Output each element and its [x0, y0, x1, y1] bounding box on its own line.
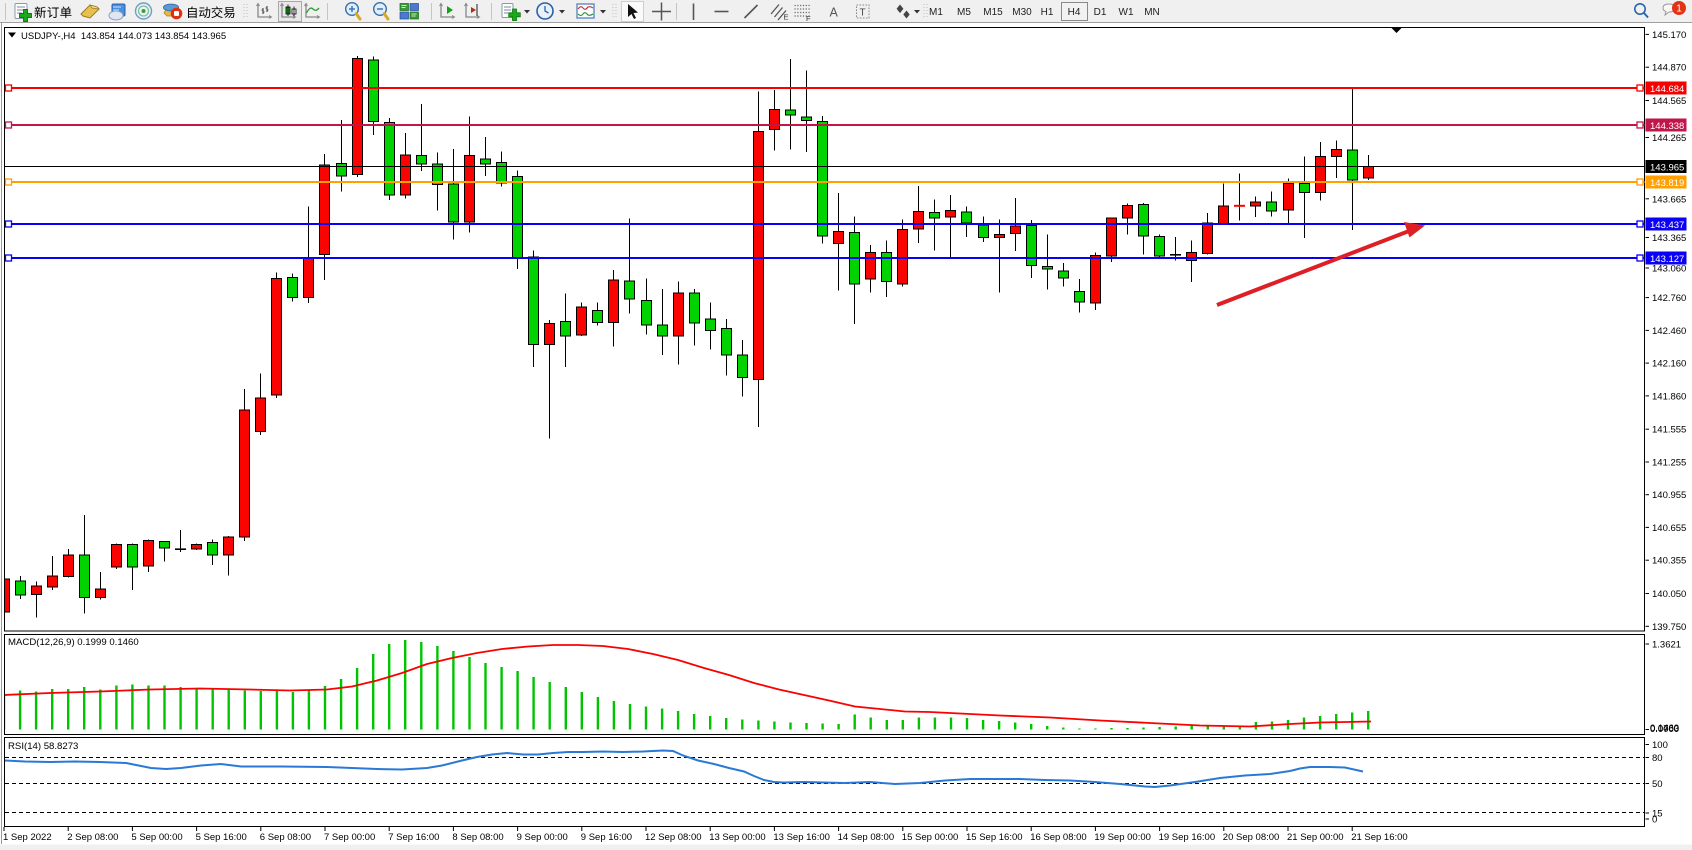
svg-text:140.355: 140.355: [1652, 556, 1686, 567]
svg-text:T: T: [860, 8, 866, 19]
svg-text:13 Sep 16:00: 13 Sep 16:00: [773, 832, 830, 843]
svg-text:141.255: 141.255: [1652, 458, 1686, 469]
svg-text:1 Sep 2022: 1 Sep 2022: [3, 832, 52, 843]
svg-text:21 Sep 00:00: 21 Sep 00:00: [1287, 832, 1344, 843]
svg-text:145.170: 145.170: [1652, 30, 1686, 41]
svg-text:15 Sep 00:00: 15 Sep 00:00: [902, 832, 959, 843]
svg-text:H4: H4: [1068, 7, 1081, 18]
svg-text:0.0763: 0.0763: [1650, 724, 1679, 735]
svg-text:140.050: 140.050: [1652, 589, 1686, 600]
svg-text:7 Sep 00:00: 7 Sep 00:00: [324, 832, 375, 843]
svg-text:140.955: 140.955: [1652, 490, 1686, 501]
svg-text:141.860: 141.860: [1652, 391, 1686, 402]
svg-text:143.665: 143.665: [1652, 194, 1686, 205]
svg-text:M5: M5: [957, 7, 971, 18]
svg-text:142.160: 142.160: [1652, 359, 1686, 370]
svg-text:144.684: 144.684: [1650, 84, 1684, 95]
svg-text:19 Sep 00:00: 19 Sep 00:00: [1094, 832, 1151, 843]
svg-text:139.750: 139.750: [1652, 622, 1686, 633]
svg-text:MN: MN: [1144, 7, 1160, 18]
svg-text:15 Sep 16:00: 15 Sep 16:00: [966, 832, 1023, 843]
svg-text:USDJPY-,H4 143.854 144.073 14: USDJPY-,H4 143.854 144.073 143.854 143.9…: [21, 31, 226, 42]
svg-text:19 Sep 16:00: 19 Sep 16:00: [1159, 832, 1216, 843]
svg-text:143.127: 143.127: [1650, 254, 1684, 265]
svg-text:15: 15: [1652, 809, 1663, 820]
svg-text:20 Sep 08:00: 20 Sep 08:00: [1223, 832, 1280, 843]
svg-text:21 Sep 16:00: 21 Sep 16:00: [1351, 832, 1408, 843]
svg-text:144.565: 144.565: [1652, 96, 1686, 107]
svg-text:9 Sep 16:00: 9 Sep 16:00: [581, 832, 632, 843]
svg-text:12 Sep 08:00: 12 Sep 08:00: [645, 832, 702, 843]
svg-text:144.338: 144.338: [1650, 121, 1684, 132]
svg-text:M15: M15: [983, 7, 1003, 18]
svg-text:MACD(12,26,9) 0.1999 0.1460: MACD(12,26,9) 0.1999 0.1460: [8, 637, 139, 648]
svg-text:A: A: [830, 6, 839, 20]
svg-text:9 Sep 00:00: 9 Sep 00:00: [517, 832, 568, 843]
svg-text:E: E: [784, 13, 789, 22]
svg-text:D1: D1: [1094, 7, 1107, 18]
svg-text:1.3621: 1.3621: [1652, 640, 1681, 651]
svg-text:W1: W1: [1119, 7, 1134, 18]
svg-text:M1: M1: [929, 7, 943, 18]
svg-text:143.819: 143.819: [1650, 178, 1684, 189]
svg-text:140.655: 140.655: [1652, 523, 1686, 534]
svg-text:7 Sep 16:00: 7 Sep 16:00: [388, 832, 439, 843]
svg-text:143.060: 143.060: [1652, 264, 1686, 275]
svg-text:0.1460: 0.1460: [1650, 723, 1679, 734]
svg-text:8 Sep 08:00: 8 Sep 08:00: [452, 832, 503, 843]
svg-text:2 Sep 08:00: 2 Sep 08:00: [67, 832, 118, 843]
svg-text:143.965: 143.965: [1650, 162, 1684, 173]
svg-text:H1: H1: [1041, 7, 1054, 18]
svg-text:144.870: 144.870: [1652, 63, 1686, 74]
svg-text:50: 50: [1652, 779, 1663, 790]
svg-text:RSI(14) 58.8273: RSI(14) 58.8273: [8, 741, 78, 752]
svg-text:144.265: 144.265: [1652, 133, 1686, 144]
svg-text:5 Sep 16:00: 5 Sep 16:00: [196, 832, 247, 843]
svg-text:143.365: 143.365: [1652, 233, 1686, 244]
svg-text:6 Sep 08:00: 6 Sep 08:00: [260, 832, 311, 843]
svg-text:143.437: 143.437: [1650, 220, 1684, 231]
svg-text:16 Sep 08:00: 16 Sep 08:00: [1030, 832, 1087, 843]
svg-text:141.555: 141.555: [1652, 425, 1686, 436]
svg-text:142.760: 142.760: [1652, 293, 1686, 304]
svg-text:80: 80: [1652, 753, 1663, 764]
svg-text:13 Sep 00:00: 13 Sep 00:00: [709, 832, 766, 843]
svg-text:M30: M30: [1012, 7, 1032, 18]
svg-text:5 Sep 00:00: 5 Sep 00:00: [131, 832, 182, 843]
svg-text:142.460: 142.460: [1652, 326, 1686, 337]
svg-text:0.0000: 0.0000: [1650, 724, 1679, 735]
svg-text:100: 100: [1652, 740, 1668, 751]
svg-text:F: F: [806, 14, 811, 23]
svg-text:14 Sep 08:00: 14 Sep 08:00: [838, 832, 895, 843]
svg-text:0: 0: [1652, 815, 1657, 826]
svg-text:1: 1: [1676, 4, 1682, 15]
